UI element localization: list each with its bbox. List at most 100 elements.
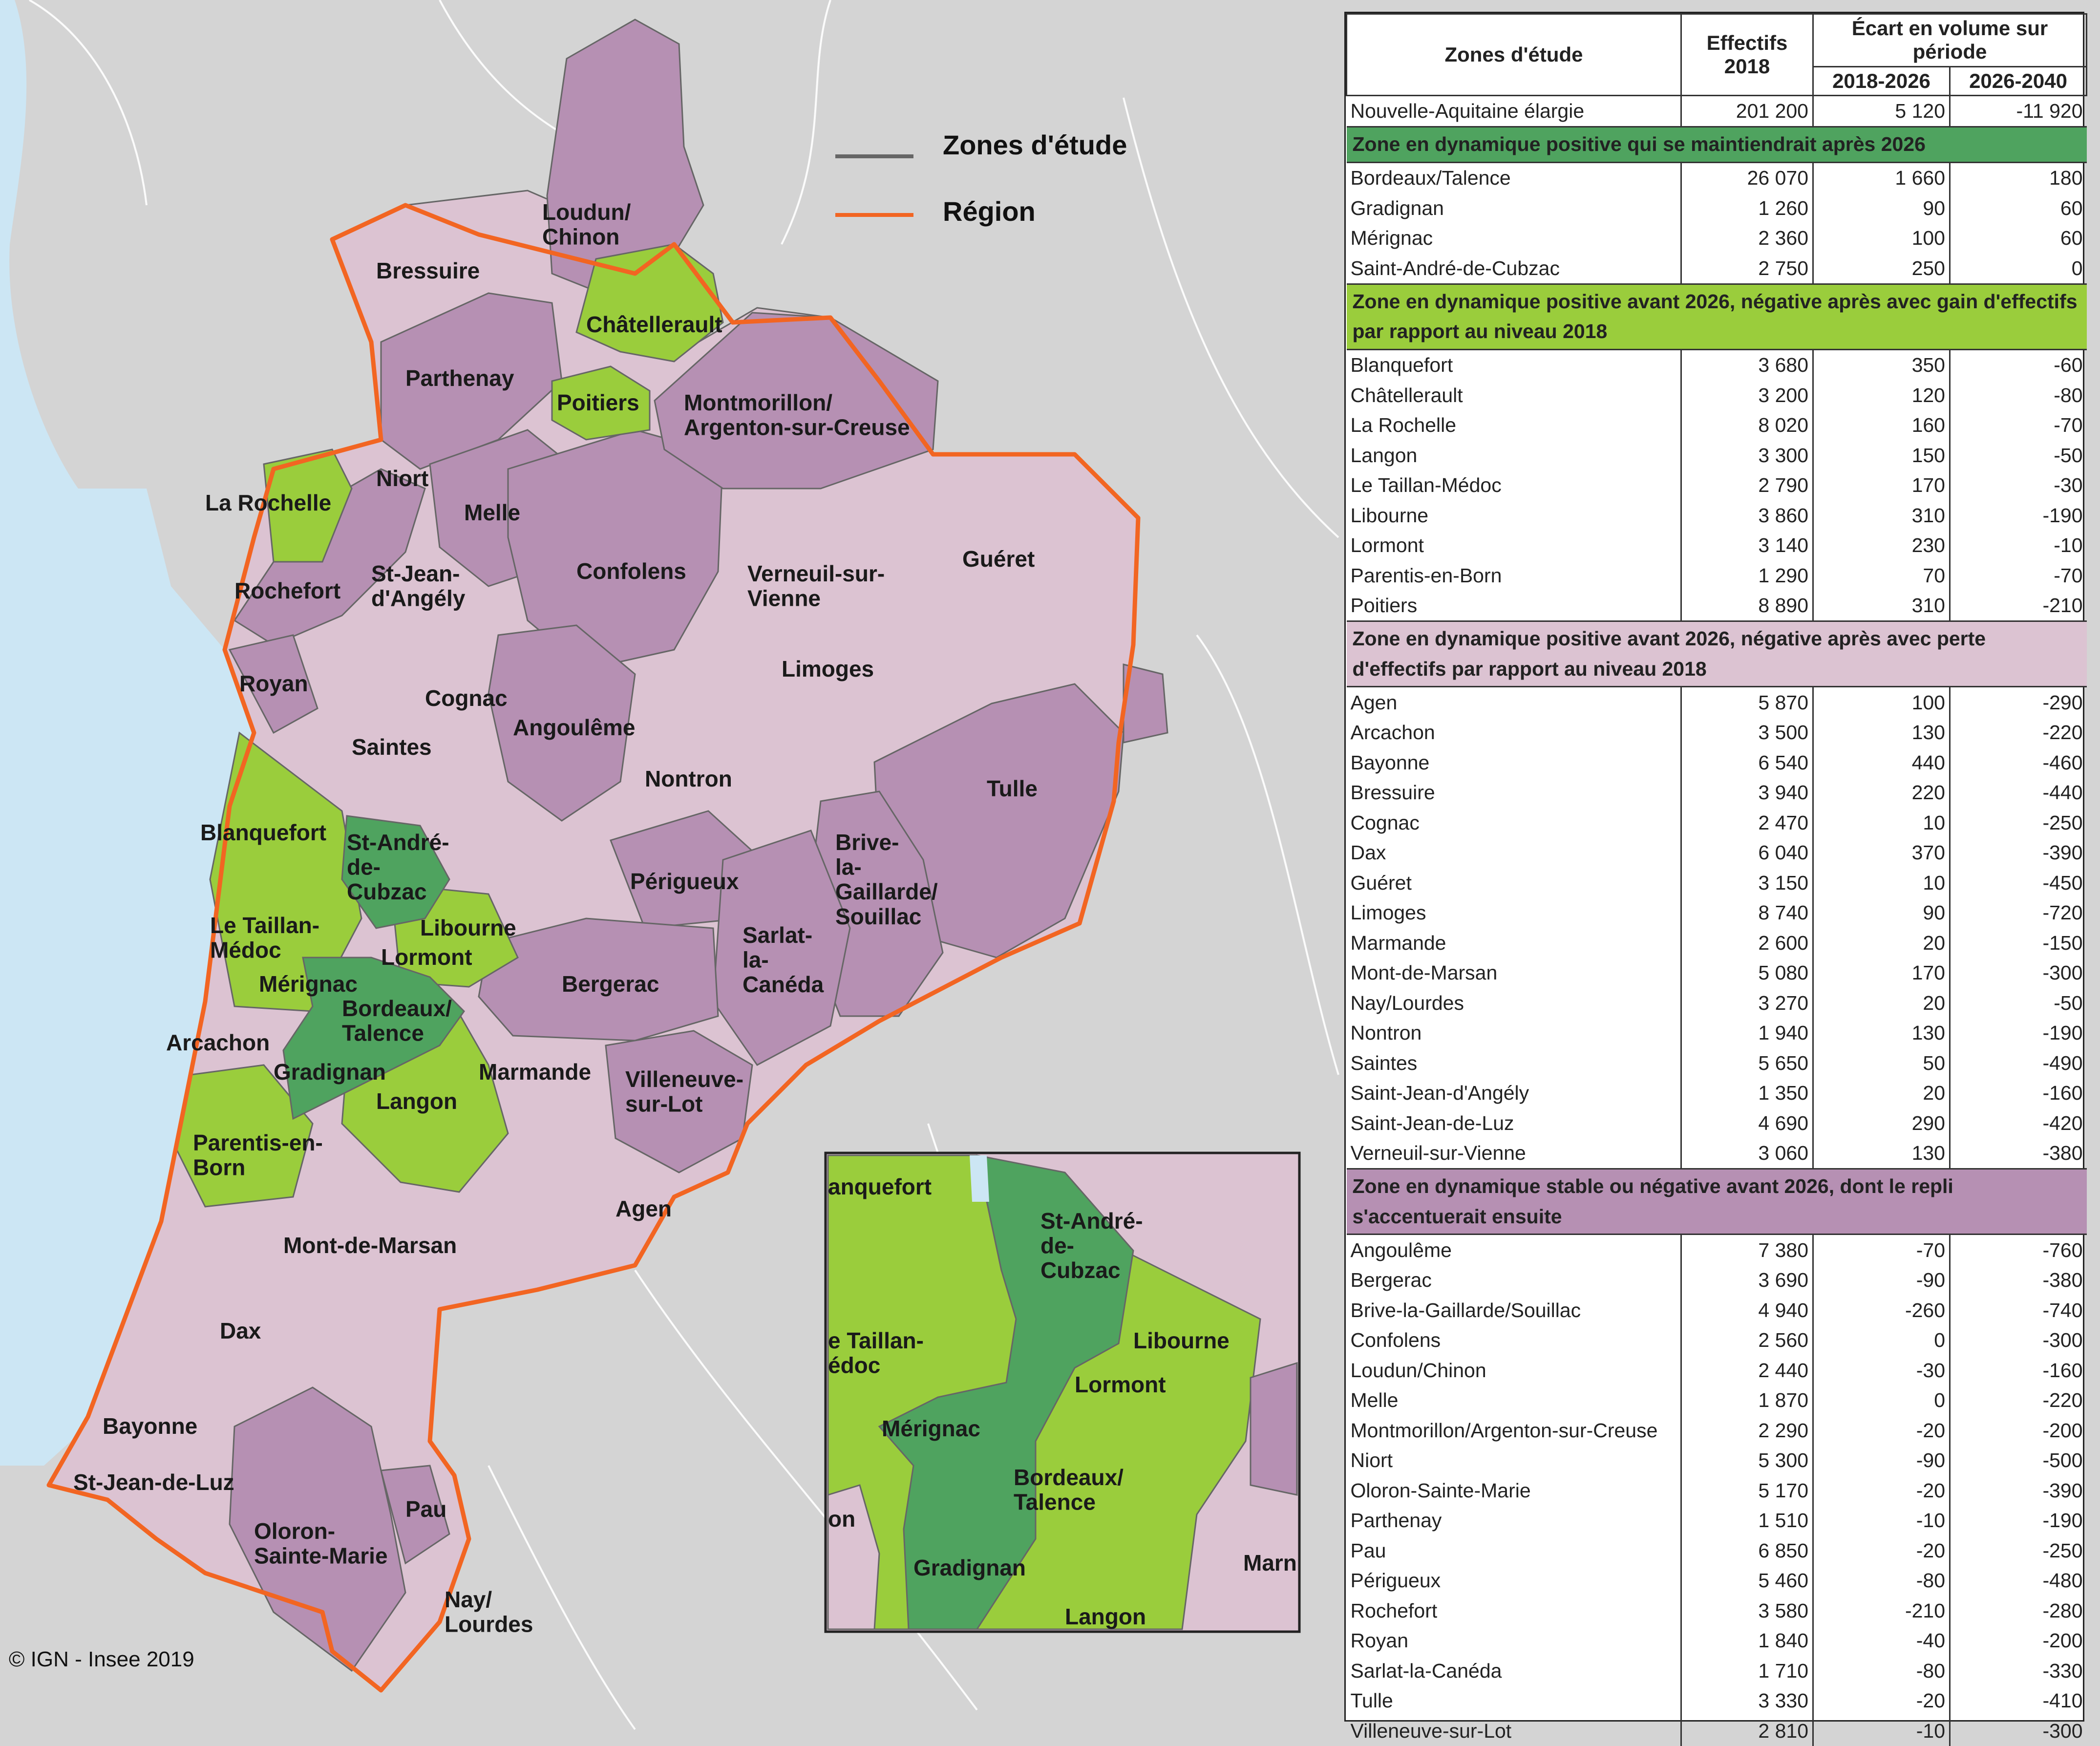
table-body: Nouvelle-Aquitaine élargie 201 200 5 120…	[1346, 95, 2087, 1746]
table-row: Gradignan 1 260 90 60	[1346, 193, 2087, 223]
cell-effectifs: 3 300	[1681, 440, 1814, 470]
cell-effectifs: 3 690	[1681, 1265, 1814, 1296]
cell-period-2: -500	[2042, 1449, 2083, 1472]
label-melle: Melle	[464, 500, 520, 525]
zones-purple	[228, 19, 1168, 1672]
cell-effectifs: 4 940	[1681, 1295, 1814, 1325]
cell-name: Brive-la-Gaillarde/Souillac	[1346, 1295, 1682, 1325]
cell-period-2: -50	[2054, 991, 2083, 1014]
cell-effectifs: 26 070	[1681, 162, 1814, 193]
label-verneuil: Verneuil-sur-Vienne	[747, 561, 885, 611]
inset-dark-green	[878, 1154, 1134, 1630]
label-marmande: Marmande	[479, 1059, 591, 1085]
cell-period-2: -50	[2054, 444, 2083, 467]
cell-period-2: -300	[2042, 1719, 2083, 1742]
table-group-header: Zone en dynamique positive qui se mainti…	[1346, 126, 2087, 163]
group-title: Zone en dynamique positive qui se mainti…	[1346, 126, 2087, 163]
cell-name: Angoulême	[1346, 1234, 1682, 1265]
table-row: Oloron-Sainte-Marie 5 170 -20 -390	[1346, 1475, 2087, 1506]
cell-name: Limoges	[1346, 897, 1682, 928]
label-bayonne: Bayonne	[103, 1413, 197, 1439]
label-confolens: Confolens	[576, 558, 686, 584]
label-st-andre: St-André-de-Cubzac	[347, 830, 449, 904]
cell-effectifs: 2 750	[1681, 253, 1814, 284]
label-oloron: Oloron-Sainte-Marie	[254, 1518, 388, 1569]
cell-period-1: -20	[1813, 1475, 1951, 1506]
cell-period-1: 10	[1813, 868, 1951, 898]
cell-period-1: 350	[1813, 349, 1951, 381]
cell-effectifs: 1 870	[1681, 1385, 1814, 1416]
cell-period-2: -480	[2042, 1569, 2083, 1592]
label-tulle: Tulle	[987, 776, 1038, 801]
cell-period-2: 60	[2060, 227, 2083, 250]
cell-effectifs: 2 360	[1681, 223, 1814, 254]
cell-effectifs: 3 140	[1681, 530, 1814, 561]
cell-effectifs: 1 350	[1681, 1078, 1814, 1108]
cell-effectifs: 5 170	[1681, 1475, 1814, 1506]
cell-name: Saintes	[1346, 1048, 1682, 1078]
cell-name: Parthenay	[1346, 1505, 1682, 1536]
atlantic-ocean	[0, 0, 254, 1466]
cell-name: Mérignac	[1346, 223, 1682, 254]
cell-effectifs: 3 150	[1681, 868, 1814, 898]
zone-oloron	[229, 1386, 406, 1672]
cell-period-2: -200	[2042, 1629, 2083, 1652]
table-row: Villeneuve-sur-Lot 2 810 -10 -300	[1346, 1716, 2087, 1746]
label-gradignan: Gradignan	[274, 1059, 386, 1085]
cell-effectifs: 1 840	[1681, 1625, 1814, 1656]
cell-period-2: -160	[2042, 1359, 2083, 1382]
cell-effectifs: 2 290	[1681, 1415, 1814, 1446]
table-row: Poitiers 8 890 310 -210	[1346, 590, 2087, 621]
cell-period-2: -11 920	[1950, 95, 2087, 128]
label-saintes: Saintes	[352, 734, 432, 760]
label-lormont: Lormont	[381, 944, 472, 970]
cell-period-2: -410	[2042, 1689, 2083, 1712]
cell-name: Bordeaux/Talence	[1346, 162, 1682, 193]
cell-period-1: 440	[1813, 747, 1951, 778]
cell-name: Montmorillon/Argenton-sur-Creuse	[1346, 1415, 1682, 1446]
cell-period-2: -380	[2042, 1142, 2083, 1165]
table-row: Tulle 3 330 -20 -410	[1346, 1685, 2087, 1716]
label-bressuire: Bressuire	[376, 258, 480, 283]
cell-period-1: -90	[1813, 1445, 1951, 1476]
cell-effectifs: 3 200	[1681, 380, 1814, 410]
table-row: Le Taillan-Médoc 2 790 170 -30	[1346, 470, 2087, 501]
table-row-total: Nouvelle-Aquitaine élargie 201 200 5 120…	[1346, 95, 2087, 128]
cell-period-2: -220	[2042, 721, 2083, 744]
cell-period-1: 150	[1813, 440, 1951, 470]
table-row: Sarlat-la-Canéda 1 710 -80 -330	[1346, 1656, 2087, 1686]
cell-effectifs: 5 080	[1681, 958, 1814, 988]
cell-period-2: -740	[2042, 1299, 2083, 1321]
cell-period-1: 170	[1813, 958, 1951, 988]
effectifs-table-panel: Zones d'étude Effectifs 2018 Écart en vo…	[1344, 12, 2088, 1746]
cell-name: Saint-Jean-de-Luz	[1346, 1108, 1682, 1138]
label-royan: Royan	[239, 671, 308, 696]
cell-name: Guéret	[1346, 868, 1682, 898]
label-stjeandeluz: St-Jean-de-Luz	[73, 1469, 234, 1495]
cell-period-2: -300	[2042, 1329, 2083, 1352]
group-title: Zone en dynamique positive avant 2026, n…	[1346, 283, 2087, 350]
cell-period-1: 0	[1813, 1385, 1951, 1416]
cell-period-1: -30	[1813, 1355, 1951, 1385]
cell-period-2: -70	[2054, 414, 2083, 437]
cell-period-2: -380	[2042, 1269, 2083, 1292]
cell-period-1: 370	[1813, 837, 1951, 868]
cell-name: Pau	[1346, 1535, 1682, 1566]
cell-name: Châtellerault	[1346, 380, 1682, 410]
inset-pink-left	[827, 1484, 880, 1630]
label-angouleme: Angoulême	[513, 715, 635, 740]
zone-pau	[380, 1465, 450, 1565]
cell-period-1: 170	[1813, 470, 1951, 501]
zones-dark-green	[282, 815, 465, 1120]
zones-light-green	[175, 243, 724, 1208]
cell-name: Périgueux	[1346, 1565, 1682, 1596]
table-row: Blanquefort 3 680 350 -60	[1346, 349, 2087, 381]
label-langon: Langon	[376, 1088, 457, 1114]
table-row: Limoges 8 740 90 -720	[1346, 897, 2087, 928]
cell-name: Poitiers	[1346, 590, 1682, 621]
cell-period-1: -210	[1813, 1596, 1951, 1626]
table-row: Mérignac 2 360 100 60	[1346, 223, 2087, 254]
label-chatellerault: Châtellerault	[586, 312, 722, 337]
cell-period-1: 130	[1813, 1018, 1951, 1048]
cell-effectifs: 2 790	[1681, 470, 1814, 501]
